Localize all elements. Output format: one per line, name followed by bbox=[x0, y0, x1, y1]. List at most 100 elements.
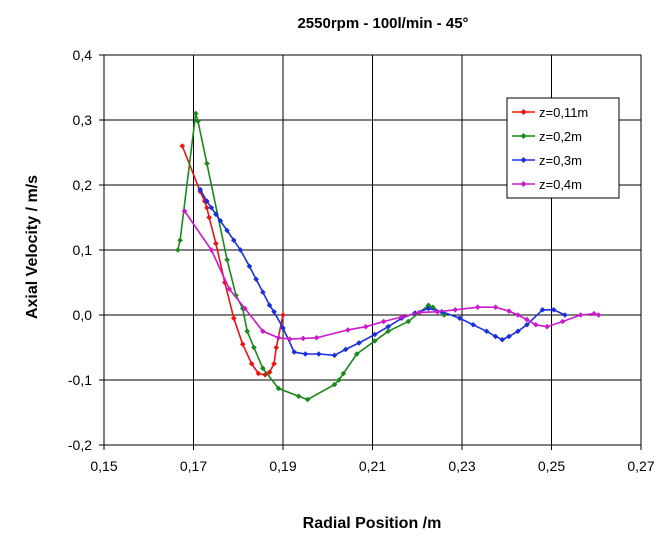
data-point bbox=[222, 279, 228, 286]
y-tick-label: -0,2 bbox=[68, 437, 92, 453]
data-point bbox=[233, 292, 239, 299]
series-line bbox=[177, 113, 445, 401]
data-point bbox=[295, 393, 302, 400]
data-point bbox=[230, 237, 237, 244]
data-point bbox=[506, 308, 512, 314]
data-point bbox=[273, 344, 280, 351]
data-point bbox=[244, 328, 250, 335]
data-point bbox=[251, 344, 257, 351]
data-point bbox=[213, 211, 219, 218]
data-point bbox=[271, 308, 277, 315]
data-point bbox=[177, 237, 183, 244]
data-point bbox=[230, 315, 237, 322]
data-point bbox=[226, 286, 233, 292]
data-point bbox=[456, 315, 463, 322]
data-point bbox=[356, 340, 362, 346]
data-point bbox=[434, 308, 441, 315]
data-point bbox=[248, 360, 255, 367]
data-point bbox=[492, 304, 499, 310]
data-point bbox=[239, 341, 246, 348]
y-tick-label: 0,4 bbox=[73, 47, 93, 63]
x-axis-label: Radial Position /m bbox=[303, 515, 442, 532]
data-point bbox=[425, 302, 432, 309]
x-tick-label: 0,23 bbox=[448, 458, 475, 474]
data-point bbox=[260, 365, 266, 372]
y-tick-label: -0,1 bbox=[68, 372, 92, 388]
data-point bbox=[483, 328, 490, 335]
data-point bbox=[559, 318, 566, 325]
series-4 bbox=[181, 208, 602, 342]
data-point bbox=[204, 198, 210, 205]
data-point bbox=[195, 118, 201, 125]
data-point bbox=[336, 377, 342, 383]
legend-marker bbox=[520, 181, 527, 187]
data-point bbox=[246, 263, 253, 270]
data-point bbox=[591, 310, 597, 317]
data-point bbox=[300, 335, 306, 342]
data-point bbox=[280, 325, 286, 331]
data-point bbox=[197, 186, 204, 193]
data-point bbox=[192, 110, 199, 117]
data-point bbox=[577, 312, 584, 318]
data-point bbox=[499, 336, 506, 343]
data-point bbox=[371, 338, 378, 344]
data-point bbox=[470, 321, 476, 328]
data-point bbox=[474, 304, 481, 310]
data-point bbox=[208, 247, 215, 253]
data-point bbox=[255, 370, 262, 377]
data-point bbox=[345, 327, 351, 333]
series-line bbox=[183, 210, 599, 340]
chart-title: 2550rpm - 100l/min - 45° bbox=[297, 15, 468, 32]
series-2 bbox=[175, 110, 447, 403]
data-point bbox=[425, 305, 432, 312]
data-point bbox=[331, 381, 338, 388]
data-point bbox=[524, 316, 530, 323]
x-tick-label: 0,27 bbox=[627, 458, 654, 474]
x-tick-label: 0,17 bbox=[180, 458, 207, 474]
legend-box bbox=[506, 97, 620, 199]
series-1 bbox=[179, 143, 286, 378]
data-point bbox=[224, 227, 230, 234]
legend-marker bbox=[520, 157, 527, 163]
legend-marker bbox=[520, 133, 527, 139]
data-point bbox=[515, 328, 521, 335]
data-point bbox=[380, 318, 387, 325]
data-point bbox=[550, 307, 557, 313]
y-tick-label: 0,2 bbox=[73, 177, 93, 193]
data-point bbox=[385, 328, 391, 335]
data-point bbox=[524, 321, 530, 328]
legend-label: z=0,3m bbox=[539, 153, 582, 168]
x-tick-label: 0,25 bbox=[538, 458, 565, 474]
data-point bbox=[280, 312, 286, 318]
legend: z=0,11m z=0,2m z=0,3m z=0,4m bbox=[506, 97, 620, 199]
data-point bbox=[204, 160, 210, 167]
data-point bbox=[242, 305, 248, 312]
data-point bbox=[398, 314, 405, 320]
data-point bbox=[275, 385, 282, 392]
series-layer bbox=[175, 110, 602, 403]
legend-label: z=0,11m bbox=[539, 105, 588, 120]
data-point bbox=[253, 276, 259, 283]
legend-label: z=0,2m bbox=[539, 129, 582, 144]
data-point bbox=[354, 351, 360, 357]
data-point bbox=[452, 307, 459, 313]
data-point bbox=[562, 312, 568, 318]
x-axis-ticks: 0,15 0,17 0,19 0,21 0,23 0,25 0,27 bbox=[90, 445, 655, 474]
data-point bbox=[539, 307, 546, 313]
data-point bbox=[492, 333, 499, 340]
data-point bbox=[506, 333, 512, 340]
y-tick-label: 0,3 bbox=[73, 112, 93, 128]
data-point bbox=[302, 351, 309, 357]
y-axis-label: Axial Velocity / m/s bbox=[24, 175, 41, 319]
data-point bbox=[224, 256, 230, 263]
data-point bbox=[342, 346, 349, 353]
x-tick-label: 0,15 bbox=[90, 458, 117, 474]
data-point bbox=[533, 321, 539, 328]
data-point bbox=[362, 323, 369, 330]
data-point bbox=[405, 318, 412, 325]
data-point bbox=[271, 360, 277, 367]
data-point bbox=[340, 370, 347, 377]
data-point bbox=[416, 309, 423, 316]
data-point bbox=[385, 323, 391, 330]
data-point bbox=[204, 204, 210, 211]
